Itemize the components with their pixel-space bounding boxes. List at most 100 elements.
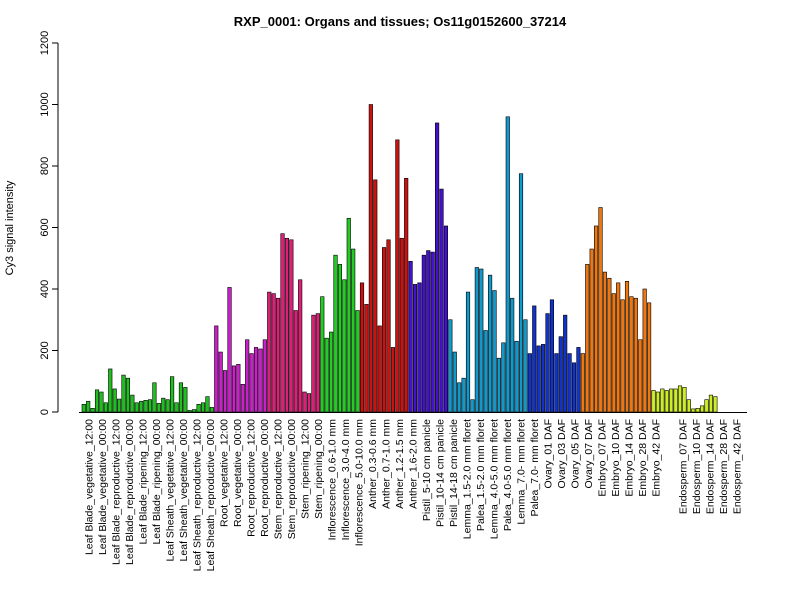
bar [192,409,197,413]
x-tick-label: Leaf Blade_reproductive_12:00 [111,419,123,565]
bar [558,336,563,413]
bar [474,267,479,413]
bar [99,391,104,413]
bar [483,330,488,413]
x-tick-label: Anther_1.6-2.0 mm [408,419,420,509]
x-tick-label: Stem_ripening_12:00 [300,419,312,519]
bar [94,389,100,413]
x-tick-label: Leaf Blade_vegetative_12:00 [84,419,96,555]
bar [496,357,502,413]
bar [616,282,621,413]
bar [408,261,413,413]
x-tick-label: Ovary_05 DAF [570,419,582,488]
x-tick-label: Palea_4.0-5.0 mm floret [502,419,514,531]
x-tick-label: Pistil_5-10 cm panicle [421,419,433,521]
bar [523,319,528,413]
x-tick-label: Leaf Sheath_vegetative_12:00 [165,419,177,562]
bar [359,282,365,413]
bar [329,331,334,413]
bars-group [81,104,718,413]
bar [258,348,263,413]
bar [245,339,250,413]
bar [386,239,391,413]
x-tick-label: Ovary_07 DAF [583,419,595,488]
bar [713,396,718,413]
bar [355,310,360,413]
x-tick-label: Inflorescence_0.6-1.0 mm [327,419,339,541]
bar [161,397,166,413]
bar [139,400,144,413]
bar [461,377,466,413]
bar [501,342,506,413]
bar [337,264,343,413]
bar [236,364,241,413]
bar [342,279,347,413]
bar [571,362,577,413]
bar [620,299,625,413]
bar [280,233,285,413]
bar [549,299,554,413]
bar [249,353,254,413]
bar [183,387,188,413]
y-axis: 0 200 400 600 800 1000 1200 [39,31,59,415]
x-tick-label: Anther_1.2-1.5 mm [394,419,406,509]
bar [117,398,122,413]
bar [554,353,559,413]
bar [205,396,210,413]
bar [686,399,691,413]
bar [448,319,453,413]
x-tick-label: Leaf Blade_reproductive_00:00 [124,419,136,565]
bar [152,382,157,413]
bar [611,293,616,413]
bar [443,225,449,413]
bar [81,404,86,413]
x-tick-label: Leaf Blade_ripening_12:00 [138,419,150,545]
bar [368,104,373,413]
x-tick-label: Endosperm_07 DAF [678,419,690,514]
x-tick-label: Embryo_42 DAF [651,419,663,497]
bar [708,394,713,413]
bar [518,173,524,413]
bar [426,250,431,413]
bar [673,388,678,413]
bar [231,365,236,413]
bar [227,287,232,413]
bar [125,377,130,413]
bar [298,279,303,413]
x-tick-label: Leaf Sheath_vegetative_00:00 [178,419,190,562]
bar [602,271,607,413]
bar [452,351,457,413]
bar [465,291,471,413]
bar [240,384,245,413]
x-tick-label: Leaf Blade_ripening_00:00 [151,419,163,545]
bar [382,247,387,413]
bar [112,388,117,413]
x-tick-label: Leaf Sheath_reproductive_00:00 [205,419,217,572]
bar [576,347,581,413]
bar [510,297,515,413]
y-tick-label: 200 [39,341,51,359]
bar [532,305,537,413]
bar [488,274,493,413]
bar [218,351,223,413]
bar [700,405,705,413]
x-tick-label: Stem_reproductive_12:00 [273,419,285,539]
bar [536,345,541,413]
bar [541,344,546,413]
x-tick-label: Leaf Blade_vegetative_00:00 [97,419,109,555]
bar [567,353,572,413]
bar [121,374,126,413]
bar [143,400,148,413]
x-tick-label: Anther_0.3-0.6 mm [367,419,379,509]
bar [351,248,356,413]
bar [527,353,532,413]
bar [421,254,426,413]
y-tick-label: 1000 [39,92,51,116]
bar [580,353,585,413]
bar [704,399,709,413]
bar [214,325,219,413]
x-tick-label: Palea_1.5-2.0 mm floret [475,419,487,531]
x-tick-label: Stem_reproductive_00:00 [286,419,298,539]
bar [585,264,590,413]
bar [377,325,382,413]
